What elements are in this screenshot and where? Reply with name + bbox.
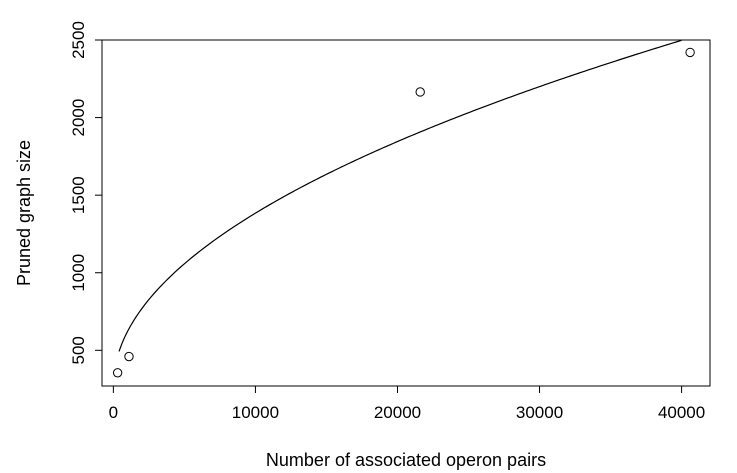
y-tick-label: 1000 [69,254,88,292]
y-tick-label: 2000 [69,99,88,137]
x-axis-title: Number of associated operon pairs [266,450,546,470]
plot-frame [101,39,711,387]
data-point [685,47,695,58]
y-tick-label: 1500 [69,176,88,214]
data-points [112,47,695,378]
y-tick-label: 2500 [69,21,88,59]
y-axis-title: Pruned graph size [14,140,34,286]
fit-curve [118,39,682,352]
data-point [415,87,425,97]
data-point [112,368,123,378]
y-axis: 500 1000 1500 2000 2500 [69,21,102,365]
x-tick-label: 20000 [374,403,421,422]
x-tick-label: 40000 [658,403,705,422]
y-tick-label: 500 [69,336,88,364]
x-tick-label: 0 [109,403,118,422]
x-tick-label: 10000 [232,403,279,422]
x-axis: 0 10000 20000 30000 40000 [109,386,705,422]
x-tick-label: 30000 [516,403,563,422]
data-point [124,351,134,362]
